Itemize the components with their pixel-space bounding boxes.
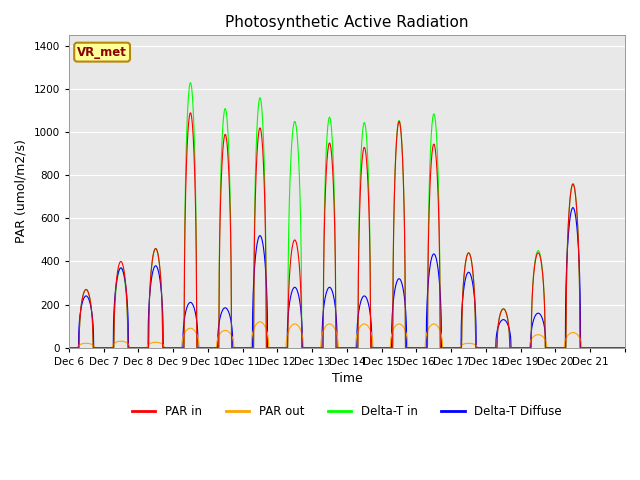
Legend: PAR in, PAR out, Delta-T in, Delta-T Diffuse: PAR in, PAR out, Delta-T in, Delta-T Dif… [127,400,566,423]
Delta-T in [546,345,554,350]
PAR in [613,345,621,350]
Delta-T in [613,345,621,350]
PAR out [381,345,388,350]
PAR out [546,345,554,350]
PAR in [621,345,629,350]
Delta-T in [381,345,388,350]
PAR in [120,270,128,276]
PAR out [65,345,73,350]
Delta-T Diffuse [569,205,577,211]
PAR out [241,345,248,350]
PAR in [186,110,194,116]
PAR in [515,345,522,350]
Delta-T Diffuse [120,274,128,279]
Delta-T Diffuse [613,345,621,350]
PAR in [65,345,73,350]
Title: Photosynthetic Active Radiation: Photosynthetic Active Radiation [225,15,468,30]
Line: PAR out: PAR out [69,322,625,348]
PAR out [621,345,629,350]
Delta-T in [186,80,194,85]
Delta-T Diffuse [546,345,554,350]
PAR in [546,345,554,350]
Delta-T Diffuse [621,345,629,350]
Delta-T in [65,345,73,350]
Line: PAR in: PAR in [69,113,625,348]
Line: Delta-T in: Delta-T in [69,83,625,348]
Delta-T in [621,345,629,350]
Delta-T in [241,345,248,350]
PAR in [381,345,388,350]
PAR out [256,319,264,324]
PAR out [613,345,621,350]
Line: Delta-T Diffuse: Delta-T Diffuse [69,208,625,348]
Delta-T Diffuse [515,345,522,350]
PAR in [241,345,248,350]
Y-axis label: PAR (umol/m2/s): PAR (umol/m2/s) [15,140,28,243]
Delta-T Diffuse [241,345,248,350]
Delta-T in [120,276,128,281]
PAR out [120,339,128,345]
Delta-T Diffuse [380,345,388,350]
X-axis label: Time: Time [332,372,362,385]
Text: VR_met: VR_met [77,46,127,59]
Delta-T in [515,345,522,350]
Delta-T Diffuse [65,345,73,350]
PAR out [515,345,522,350]
